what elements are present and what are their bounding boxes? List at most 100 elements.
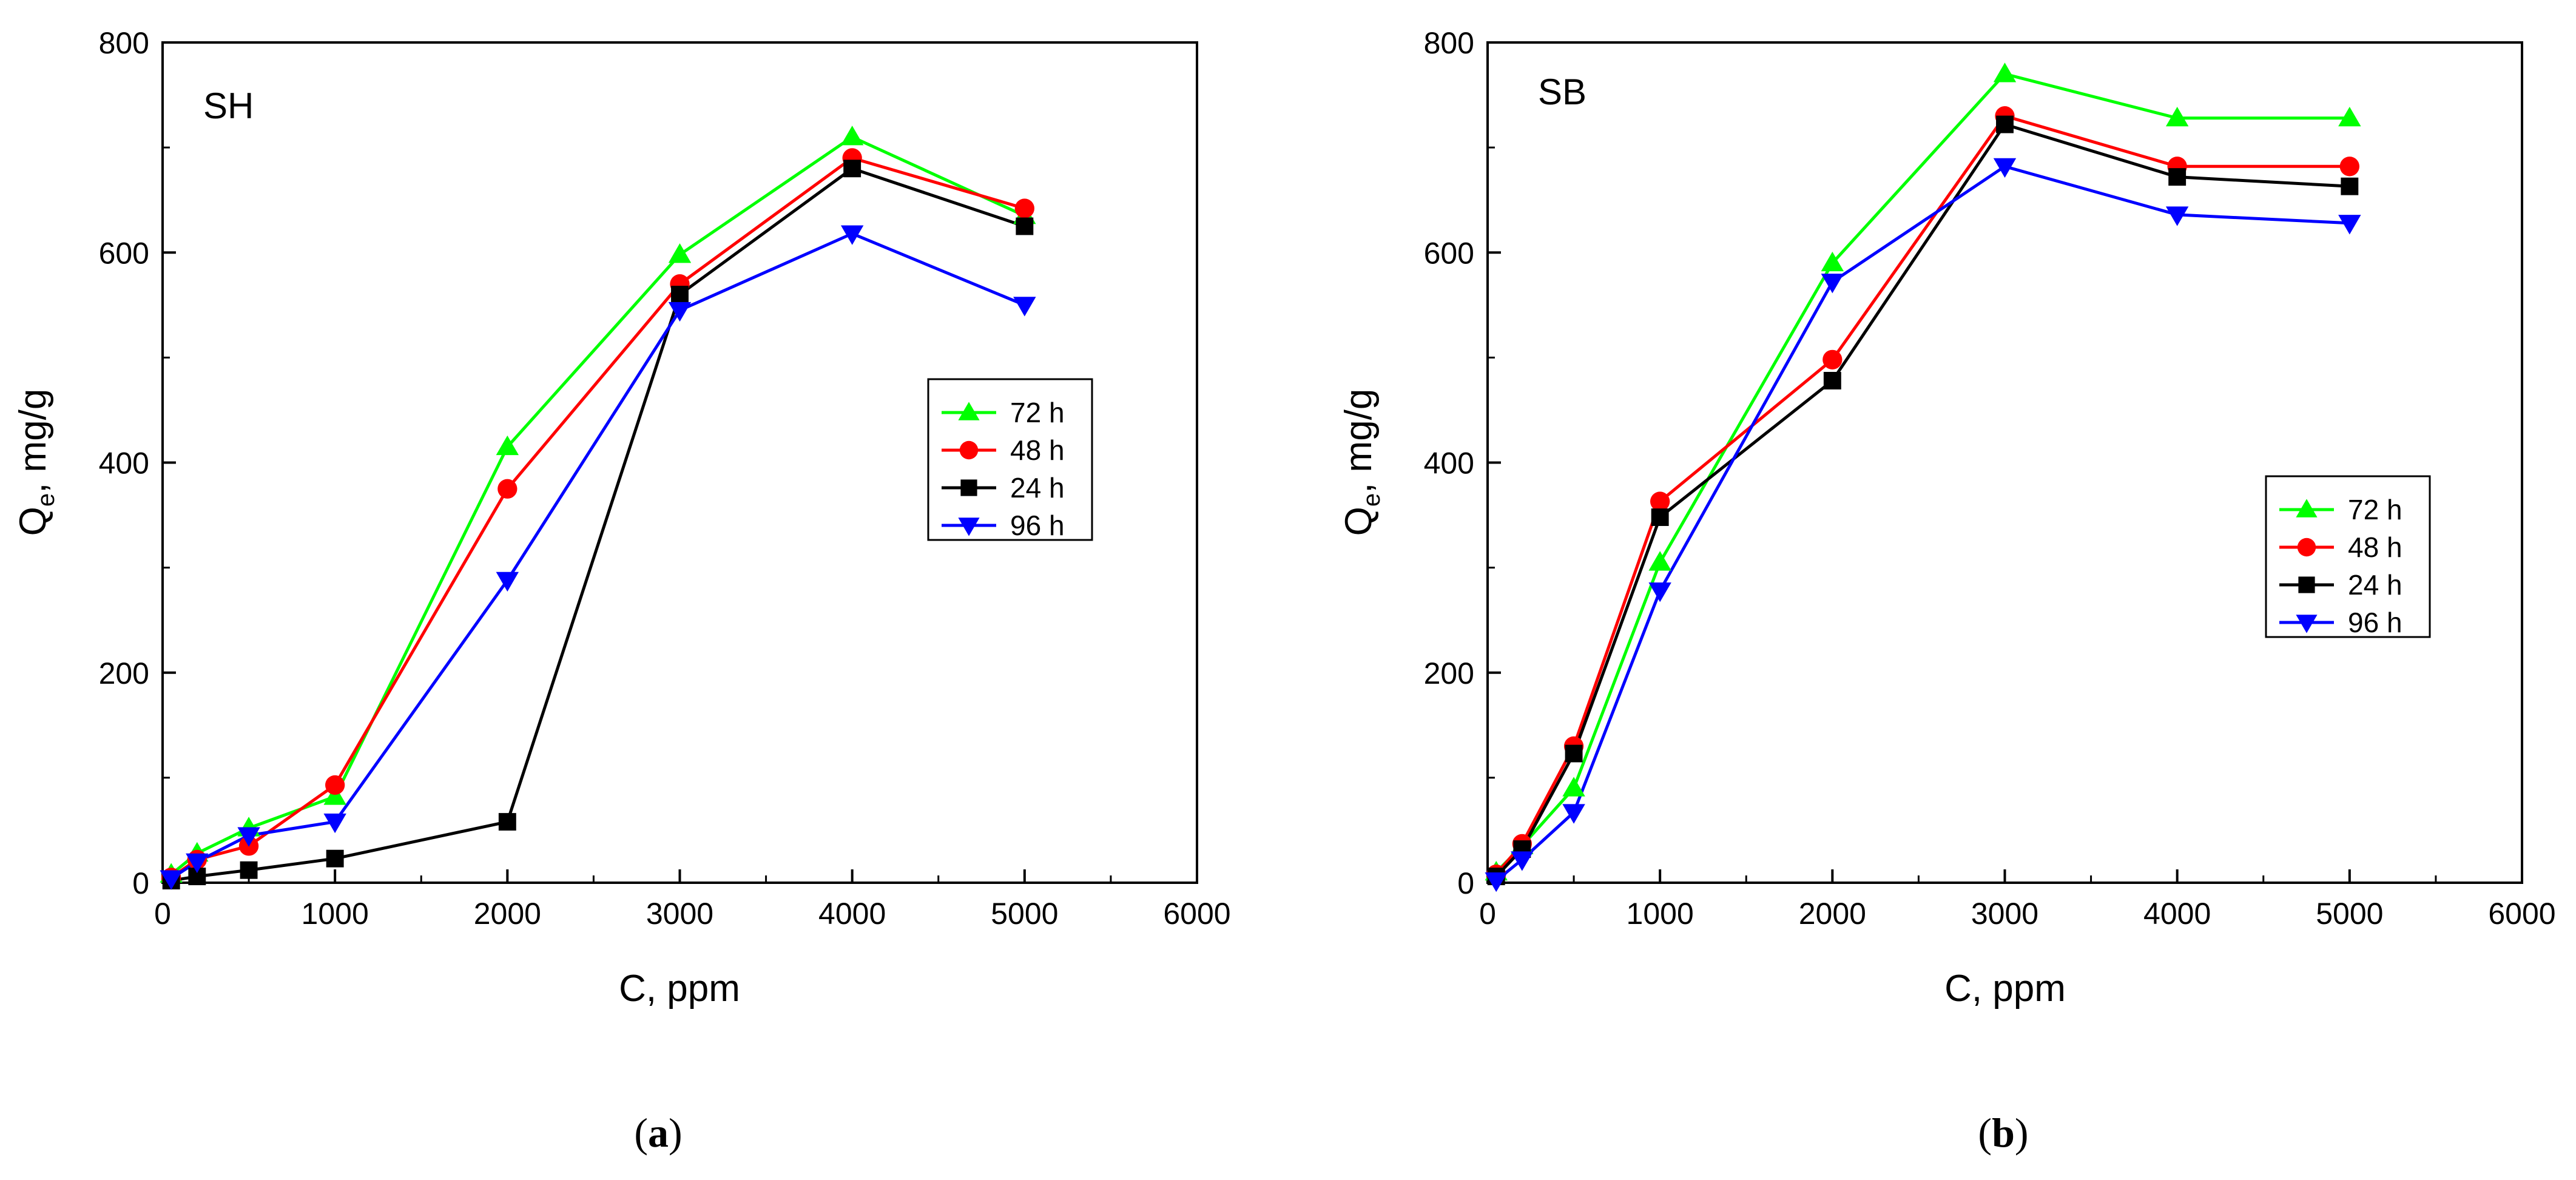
- y-tick-label: 600: [1424, 236, 1474, 270]
- data-point: [1823, 372, 1841, 389]
- data-point: [498, 813, 516, 831]
- data-point: [840, 225, 864, 245]
- data-point: [1648, 582, 1671, 602]
- legend-label: 48 h: [2348, 531, 2402, 563]
- data-point: [668, 302, 692, 322]
- legend-marker: [958, 518, 980, 536]
- axis-ticks: 0 1000 2000 3000 4000 5000 6000 0 200 400 600 800: [99, 26, 1231, 931]
- series-line: [1495, 114, 2350, 875]
- data-point: [237, 827, 260, 847]
- data-point: [323, 785, 346, 805]
- legend-box: [2265, 475, 2431, 638]
- x-tick-label: 6000: [2488, 897, 2555, 931]
- x-tick-label: 0: [154, 897, 171, 931]
- y-tick-label: 800: [99, 26, 149, 60]
- panel-caption: (a): [634, 1110, 682, 1156]
- data-point: [2165, 106, 2189, 127]
- legend-label: 48 h: [1010, 434, 1065, 466]
- y-tick-label: 400: [99, 447, 149, 480]
- panel-caption: (b): [1978, 1110, 2028, 1156]
- x-tick-label: 5000: [991, 897, 1058, 931]
- data-point: [2339, 157, 2359, 177]
- data-point: [160, 870, 183, 890]
- y-axis-title-subscript: e: [33, 493, 59, 507]
- panel-title: SH: [203, 86, 254, 126]
- data-point: [1565, 744, 1583, 763]
- data-point: [2338, 215, 2361, 235]
- y-axis-title-main: Q: [12, 507, 54, 536]
- y-axis-title: Qe, mg/g: [12, 389, 59, 536]
- data-point: [1821, 274, 1844, 294]
- legend-marker: [2297, 538, 2316, 557]
- y-axis-title-unit: , mg/g: [1338, 389, 1380, 493]
- data-point: [186, 853, 209, 874]
- legend-label: 24 h: [1010, 472, 1065, 504]
- data-point: [496, 435, 519, 456]
- series-line: [170, 135, 1025, 876]
- data-point: [323, 813, 346, 834]
- series-line: [170, 232, 1025, 880]
- x-tick-label: 3000: [646, 897, 713, 931]
- y-tick-label: 400: [1424, 447, 1474, 480]
- y-axis-title-subscript: e: [1358, 493, 1385, 507]
- data-point: [1821, 251, 1844, 272]
- y-axis-title-main: Q: [1338, 507, 1380, 536]
- data-point: [1993, 158, 2017, 178]
- data-point: [1996, 115, 2014, 133]
- y-tick-label: 800: [1424, 26, 1474, 60]
- data-point: [2338, 106, 2361, 127]
- data-point: [1485, 872, 1508, 892]
- data-point: [671, 286, 689, 303]
- legend-marker: [958, 402, 980, 420]
- data-point: [2165, 206, 2189, 226]
- series-layer: [160, 126, 1036, 890]
- y-tick-label: 600: [99, 236, 149, 270]
- legend-label: 72 h: [2348, 494, 2402, 525]
- panel-caption-letter: a: [648, 1110, 669, 1156]
- x-tick-label: 2000: [1799, 897, 1866, 931]
- data-point: [1511, 851, 1534, 871]
- data-point: [240, 861, 258, 879]
- x-tick-label: 4000: [818, 897, 886, 931]
- legend-marker: [2296, 499, 2318, 518]
- y-axis-title: Qe, mg/g: [1338, 389, 1385, 536]
- data-point: [1648, 551, 1671, 571]
- x-tick-label: 4000: [2143, 897, 2211, 931]
- data-point: [1562, 777, 1585, 797]
- x-tick-label: 1000: [302, 897, 369, 931]
- y-tick-label: 0: [132, 866, 149, 900]
- series-layer: [1485, 62, 2361, 892]
- legend-label: 96 h: [1010, 510, 1065, 541]
- y-tick-label: 200: [99, 656, 149, 690]
- x-tick-label: 5000: [2316, 897, 2383, 931]
- y-tick-label: 200: [1424, 656, 1474, 690]
- axis-ticks: 0 1000 2000 3000 4000 5000 6000 0 200 400 600 800: [1424, 26, 2556, 931]
- series-line: [1495, 164, 2350, 882]
- series-line: [170, 156, 1025, 879]
- series-line: [1495, 72, 2350, 874]
- data-point: [1650, 491, 1670, 511]
- x-tick-label: 2000: [474, 897, 541, 931]
- panel-caption-letter: b: [1992, 1110, 2015, 1156]
- x-tick-label: 0: [1479, 897, 1496, 931]
- legend-label: 72 h: [1010, 397, 1065, 428]
- data-point: [1013, 297, 1036, 317]
- legend: 72 h 48 h 24 h 96 h: [927, 378, 1093, 541]
- legend-label: 24 h: [2348, 569, 2402, 601]
- chart-panel-sb: 0 1000 2000 3000 4000 5000 6000 0 200 400 600 800 S…: [1338, 26, 2556, 1156]
- data-point: [1822, 349, 1843, 369]
- legend-marker: [960, 479, 977, 496]
- data-point: [1651, 508, 1669, 526]
- data-point: [325, 775, 345, 795]
- data-point: [1562, 804, 1585, 824]
- series-line: [170, 166, 1025, 883]
- data-point: [843, 160, 861, 178]
- data-point: [496, 571, 519, 592]
- chart-panel-sh: 0 1000 2000 3000 4000 5000 6000 0 200 400 600 800 S…: [12, 26, 1231, 1156]
- data-point: [497, 479, 518, 499]
- series-line: [1495, 123, 2350, 878]
- data-point: [1993, 62, 2017, 83]
- data-point: [2341, 177, 2359, 195]
- legend-marker: [959, 440, 979, 460]
